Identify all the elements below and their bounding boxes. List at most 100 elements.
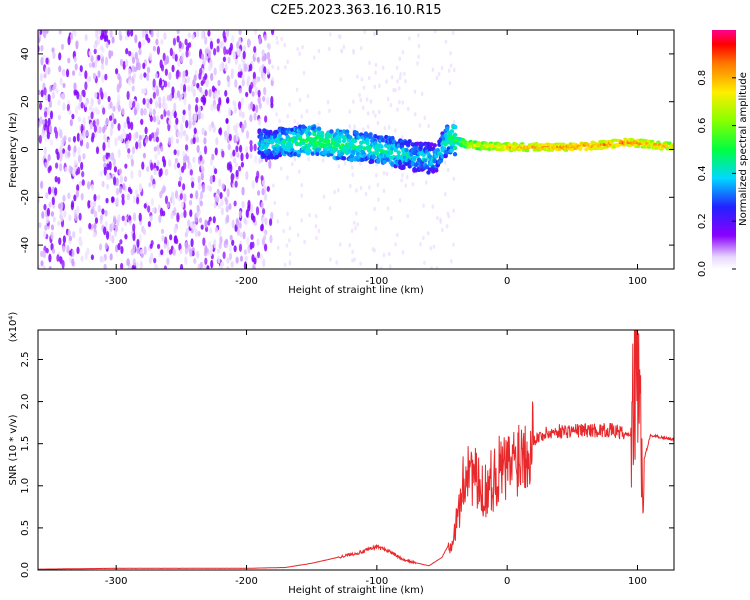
heatmap-cell (39, 30, 43, 36)
heatmap-cell (132, 223, 136, 232)
heatmap-cell (199, 154, 203, 162)
heatmap-cell (119, 133, 124, 143)
heatmap-cell (204, 244, 208, 254)
heatmap-cell (110, 50, 114, 57)
heatmap-cell (405, 174, 409, 180)
heatmap-cell (284, 64, 287, 70)
heatmap-cell (400, 178, 403, 183)
heatmap-cell (213, 104, 217, 110)
heatmap-cell (382, 159, 387, 165)
heatmap-cell (146, 166, 150, 172)
heatmap-cell (194, 228, 198, 238)
heatmap-cell (117, 104, 121, 112)
heatmap-cell (242, 44, 247, 53)
heatmap-cell (42, 119, 46, 126)
heatmap-cell (261, 208, 266, 215)
heatmap-cell (174, 157, 179, 164)
heatmap-cell (245, 152, 249, 160)
heatmap-cell (76, 205, 80, 214)
heatmap-cell (79, 133, 83, 141)
heatmap-cell (139, 260, 143, 269)
heatmap-cell (524, 149, 530, 153)
heatmap-cell (255, 104, 259, 114)
heatmap-cell (150, 30, 154, 38)
heatmap-cell (366, 124, 370, 130)
heatmap-cell (445, 224, 449, 229)
heatmap-cell (59, 129, 63, 139)
heatmap-cell (249, 153, 253, 159)
heatmap-cell (319, 134, 325, 139)
heatmap-cell (71, 249, 75, 258)
heatmap-cell (237, 165, 242, 172)
heatmap-cell (168, 137, 172, 146)
heatmap-cell (156, 243, 161, 250)
heatmap-cell (50, 224, 55, 231)
heatmap-cell (64, 149, 68, 159)
heatmap-cell (435, 75, 439, 81)
heatmap-cell (119, 34, 123, 41)
heatmap-cell (38, 264, 41, 269)
heatmap-cell (267, 58, 272, 65)
heatmap-cell (257, 89, 261, 98)
heatmap-cell (94, 106, 98, 114)
heatmap-cell (378, 83, 381, 88)
heatmap-cell (183, 155, 187, 163)
heatmap-cell (235, 169, 239, 178)
heatmap-cell (266, 52, 270, 60)
heatmap-cell (47, 166, 51, 174)
heatmap-cell (130, 248, 134, 256)
heatmap-cell (667, 141, 672, 145)
heatmap-cell (396, 107, 399, 112)
heatmap-cell (305, 109, 309, 114)
heatmap-cell (49, 110, 54, 120)
heatmap-cell (238, 243, 243, 253)
heatmap-cell (162, 210, 166, 217)
heatmap-cell (167, 81, 171, 88)
heatmap-cell (447, 68, 451, 73)
heatmap-cell (352, 220, 356, 226)
heatmap-cell (174, 92, 178, 100)
heatmap-cell (125, 59, 129, 67)
heatmap-cell (398, 198, 402, 203)
heatmap-cell (169, 234, 173, 241)
heatmap-cell (341, 156, 347, 161)
heatmap-cell (176, 149, 180, 157)
heatmap-cell (113, 118, 117, 125)
heatmap-cell (356, 222, 359, 227)
heatmap-cell (243, 249, 247, 255)
heatmap-cell (207, 30, 211, 37)
heatmap-cell (194, 104, 199, 113)
heatmap-cell (196, 204, 200, 213)
heatmap-cell (78, 212, 82, 221)
heatmap-cell (185, 49, 189, 58)
heatmap-cell (406, 213, 410, 219)
heatmap-cell (160, 114, 164, 120)
heatmap-cell (159, 59, 163, 69)
heatmap-cell (213, 168, 218, 175)
heatmap-cell (201, 183, 206, 193)
heatmap-cell (268, 218, 273, 226)
heatmap-cell (134, 34, 138, 44)
heatmap-cell (72, 231, 76, 239)
heatmap-cell (104, 56, 109, 66)
heatmap-cell (88, 222, 92, 230)
heatmap-cell (355, 188, 358, 193)
heatmap-cell (196, 211, 200, 218)
heatmap-cell (142, 228, 147, 236)
heatmap-cell (417, 33, 420, 38)
heatmap-cell (99, 170, 103, 177)
heatmap-cell (245, 171, 249, 180)
heatmap-cell (120, 246, 124, 255)
heatmap-cell (270, 30, 275, 36)
heatmap-cell (54, 175, 58, 183)
heatmap-cell (58, 30, 62, 35)
heatmap-cell (352, 99, 355, 104)
heatmap-cell (48, 124, 53, 134)
y-tick-label: 2.5 (20, 352, 31, 368)
heatmap-cell (173, 161, 177, 170)
heatmap-cell (155, 38, 159, 46)
heatmap-cell (174, 53, 178, 62)
heatmap-cell (73, 145, 77, 153)
heatmap-cell (187, 42, 192, 48)
heatmap-cell (226, 265, 230, 269)
